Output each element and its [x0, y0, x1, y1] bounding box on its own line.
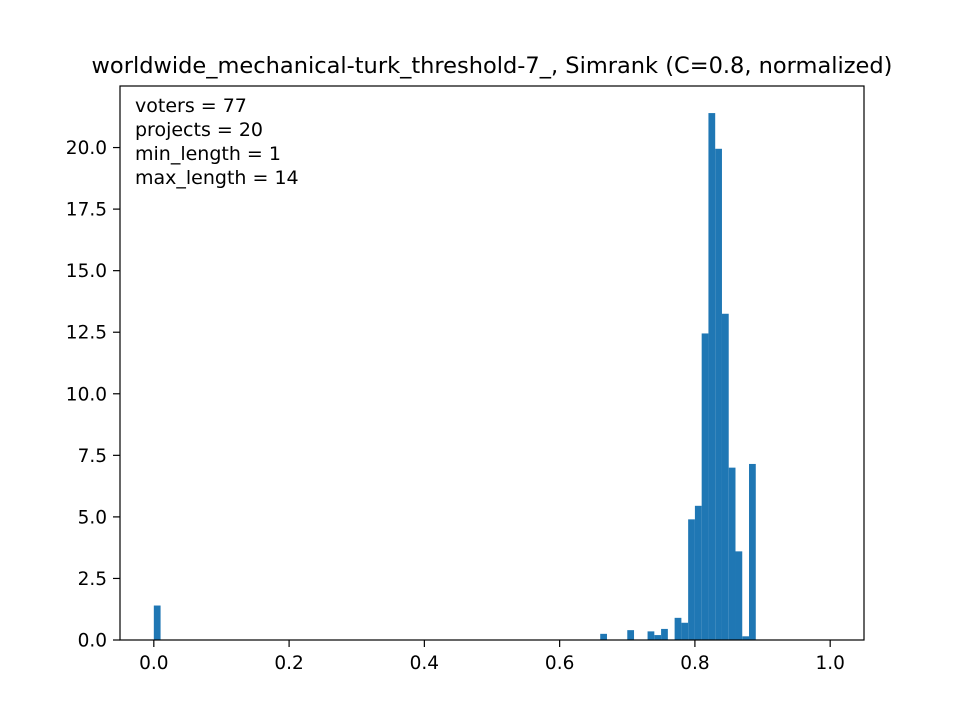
x-tick-label: 1.0	[815, 653, 844, 674]
histogram-bar-12	[715, 148, 722, 641]
y-tick-label: 17.5	[66, 200, 107, 221]
histogram-bar-8	[688, 519, 695, 640]
histogram-bar-0	[153, 605, 161, 640]
histogram-bar-16	[742, 636, 750, 640]
y-tick-label: 0.0	[78, 631, 107, 652]
histogram-bar-14	[728, 467, 736, 640]
annotation-projects: projects = 20	[135, 119, 263, 141]
histogram-bar-3	[647, 631, 655, 640]
x-tick-label: 0.0	[139, 653, 168, 674]
bars-group	[153, 113, 756, 641]
histogram-bar-1	[600, 633, 607, 640]
x-tick-label: 0.8	[680, 653, 709, 674]
histogram-bar-9	[694, 505, 702, 640]
histogram-bar-5	[661, 628, 668, 640]
x-tick-label: 0.4	[410, 653, 439, 674]
annotation-max-length: max_length = 14	[135, 167, 299, 189]
histogram-bar-10	[701, 333, 709, 640]
histogram-bar-6	[674, 617, 682, 640]
histogram-bar-2	[627, 630, 635, 640]
x-axis-ticks: 0.0 0.2 0.4 0.6 0.8 1.0	[139, 640, 845, 674]
annotation-voters: voters = 77	[135, 95, 247, 117]
x-tick-label: 0.2	[274, 653, 303, 674]
histogram-bar-7	[681, 622, 689, 640]
x-tick-label: 0.6	[545, 653, 574, 674]
plot-frame	[119, 85, 865, 641]
y-tick-label: 12.5	[66, 323, 107, 344]
y-axis-ticks: 0.0 2.5 5.0 7.5 10.0 12.5 15.0 17.5 20.0	[66, 138, 120, 652]
histogram-bar-17	[749, 463, 756, 640]
stats-annotation: voters = 77 projects = 20 min_length = 1…	[135, 95, 299, 189]
histogram-bar-15	[735, 551, 743, 640]
histogram-bar-13	[721, 313, 729, 640]
histogram-bar-11	[708, 113, 716, 640]
histogram-bar-4	[654, 635, 662, 640]
y-tick-label: 7.5	[78, 446, 107, 467]
annotation-min-length: min_length = 1	[135, 143, 281, 165]
y-tick-label: 2.5	[78, 569, 107, 590]
y-tick-label: 10.0	[66, 384, 107, 405]
y-tick-label: 5.0	[78, 507, 107, 528]
y-tick-label: 15.0	[66, 261, 107, 282]
chart-title: worldwide_mechanical-turk_threshold-7_, …	[92, 53, 893, 79]
y-tick-label: 20.0	[66, 138, 107, 159]
